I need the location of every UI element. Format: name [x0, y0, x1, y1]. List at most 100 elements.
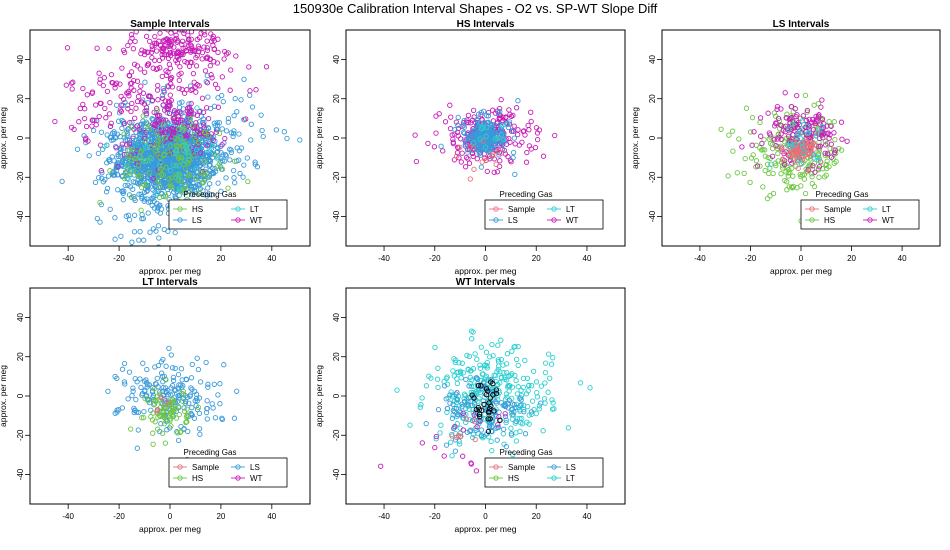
point-ls — [127, 184, 134, 190]
point-wt — [454, 150, 461, 156]
point-wt — [201, 44, 207, 50]
point-hs — [201, 129, 208, 135]
point-hs — [824, 158, 830, 164]
point-hs — [154, 107, 161, 113]
point-lt — [511, 344, 517, 350]
legend-label-lt: LT — [250, 205, 259, 214]
point-lt — [473, 388, 479, 395]
point-hs — [156, 194, 163, 201]
point-lt — [448, 389, 454, 395]
point-ls — [115, 153, 121, 160]
point-wt — [778, 131, 784, 137]
point-ls — [215, 95, 221, 101]
point-ls — [459, 404, 465, 410]
point-ls — [189, 404, 195, 411]
point-wt — [759, 140, 765, 147]
point-ls — [513, 418, 519, 425]
point-ls — [147, 166, 154, 173]
point-ls — [192, 184, 199, 190]
point-wt — [783, 115, 789, 121]
point-wt — [125, 42, 131, 49]
point-ls — [130, 385, 136, 391]
point-wt — [176, 85, 182, 92]
point-wt — [431, 144, 438, 150]
point-wt — [189, 144, 195, 151]
point-hs — [789, 165, 795, 172]
legend-title: Preceding Gas — [500, 190, 553, 199]
point-hs — [832, 136, 838, 143]
point-ls — [241, 76, 247, 82]
point-wt — [128, 32, 135, 38]
y-axis-label: approx. per meg — [630, 107, 640, 169]
point-ls — [122, 137, 129, 143]
y-tick-label: 40 — [16, 54, 25, 63]
point-ls — [126, 369, 133, 375]
point-hs — [128, 124, 134, 130]
point-ls — [227, 146, 233, 152]
point-ls — [169, 159, 175, 165]
point-lt — [509, 348, 515, 354]
point-wt — [210, 137, 216, 143]
point-black — [490, 380, 496, 387]
point-ls — [449, 415, 456, 421]
point-sample — [470, 145, 476, 151]
point-ls — [189, 386, 195, 393]
point-wt — [137, 127, 143, 133]
point-lt — [489, 447, 495, 454]
point-wt — [765, 110, 771, 116]
point-sample — [471, 166, 477, 172]
point-wt — [143, 33, 150, 40]
legend-label-lt: LT — [566, 205, 575, 214]
point-lt — [487, 354, 493, 360]
point-wt — [156, 112, 163, 119]
point-ls — [131, 212, 138, 218]
point-wt — [205, 115, 212, 122]
point-hs — [809, 180, 815, 187]
point-lt — [158, 160, 164, 166]
point-wt — [165, 55, 172, 62]
point-ls — [259, 127, 265, 134]
point-lt — [514, 391, 520, 397]
point-ls — [537, 400, 544, 406]
point-lt — [549, 397, 555, 403]
point-ls — [145, 382, 151, 388]
point-wt — [187, 108, 193, 114]
point-lt — [526, 421, 532, 427]
point-wt — [186, 37, 192, 43]
point-sample — [489, 153, 496, 159]
point-wt — [769, 153, 776, 159]
point-wt — [465, 112, 472, 119]
point-ls — [132, 197, 138, 204]
point-wt — [773, 143, 779, 149]
point-wt — [816, 164, 822, 170]
point-lt — [146, 137, 153, 144]
point-wt — [102, 105, 108, 112]
point-ls — [197, 379, 204, 385]
y-tick-label: 0 — [16, 393, 25, 398]
point-ls — [220, 98, 226, 105]
point-wt — [263, 64, 270, 70]
point-ls — [139, 194, 145, 200]
point-ls — [212, 168, 219, 175]
point-lt — [433, 436, 439, 442]
point-wt — [94, 45, 100, 51]
point-hs — [137, 173, 143, 179]
point-wt — [465, 156, 471, 162]
point-ls — [438, 143, 444, 149]
point-lt — [187, 144, 193, 150]
point-lt — [479, 371, 486, 377]
point-wt — [160, 48, 166, 55]
point-hs — [757, 119, 763, 126]
point-ls — [116, 407, 122, 413]
point-wt — [221, 56, 227, 62]
point-lt — [449, 453, 455, 459]
point-wt — [176, 56, 182, 62]
point-wt — [528, 109, 534, 115]
point-hs — [790, 173, 796, 179]
point-ls — [223, 128, 230, 134]
panel-title: HS Intervals — [457, 19, 515, 30]
point-wt — [793, 113, 799, 120]
point-wt — [202, 68, 209, 74]
point-ls — [217, 401, 223, 407]
y-tick-label: 20 — [648, 94, 657, 103]
